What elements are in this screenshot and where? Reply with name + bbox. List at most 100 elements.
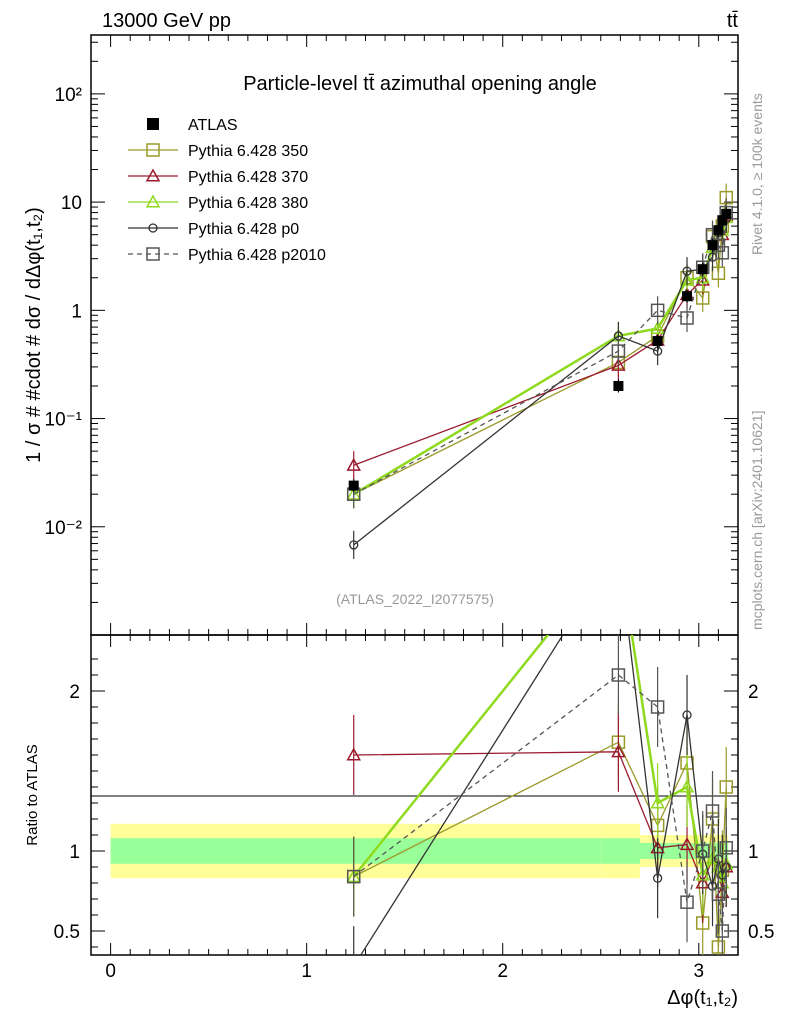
- data-point: [697, 264, 708, 275]
- data-point: [679, 837, 695, 851]
- data-point: [346, 747, 361, 761]
- data-point: [695, 844, 710, 858]
- legend-entry: Pythia 6.428 380: [128, 194, 308, 212]
- data-point: [350, 962, 358, 970]
- analysis-watermark: (ATLAS_2022_I2077575): [336, 591, 494, 607]
- data-point: [715, 246, 730, 260]
- data-point: [147, 118, 159, 130]
- data-point: [650, 320, 665, 335]
- data-point: [146, 143, 160, 157]
- ratio-y-tick-label-right: 0.5: [748, 922, 774, 943]
- data-point: [650, 303, 665, 318]
- data-point: [682, 291, 693, 302]
- top-series-group: [346, 183, 734, 560]
- chart-title: Particle-level tt̄ azimuthal opening ang…: [243, 73, 597, 95]
- data-point: [719, 780, 733, 794]
- ratio-y-tick-label: 2: [69, 682, 80, 703]
- series-1: [346, 201, 734, 480]
- data-point: [348, 480, 359, 491]
- legend: ATLAS Pythia 6.428 350 Pythia 6.428 370 Pyt…: [128, 117, 326, 264]
- data-point: [711, 887, 726, 901]
- uncertainty-bands: [110, 823, 729, 879]
- ratio-series-3: [350, 543, 731, 970]
- legend-entry: Pythia 6.428 p2010: [128, 247, 326, 264]
- legend-entry: ATLAS: [147, 117, 238, 134]
- legend-entry: Pythia 6.428 350: [128, 143, 308, 160]
- ratio-panel: [90, 634, 739, 956]
- data-point: [679, 779, 695, 793]
- data-point: [717, 215, 728, 226]
- data-point: [711, 266, 726, 281]
- energy-label: 13000 GeV pp: [102, 10, 231, 32]
- data-point: [611, 744, 626, 758]
- series-line: [353, 197, 727, 495]
- series-line: [353, 217, 728, 496]
- data-point: [613, 380, 624, 391]
- data-point: [652, 873, 663, 883]
- legend-label: Pythia 6.428 370: [188, 169, 308, 186]
- data-point: [715, 924, 730, 938]
- series-line: [353, 215, 727, 466]
- ratio-y-tick-label: 1: [69, 842, 80, 863]
- y-tick-label: 10: [61, 193, 82, 214]
- legend-label: Pythia 6.428 380: [188, 195, 308, 212]
- data-point: [705, 804, 720, 818]
- legend-label: Pythia 6.428 p0: [188, 221, 299, 238]
- data-point: [146, 247, 160, 261]
- data-point: [711, 940, 726, 954]
- x-tick-label: 0: [105, 961, 116, 982]
- data-point: [650, 700, 665, 714]
- data-point: [614, 543, 622, 551]
- data-point: [682, 266, 692, 276]
- mcplots-label: mcplots.cern.ch [arXiv:2401.10621]: [749, 411, 765, 630]
- data-point: [719, 841, 733, 855]
- series-4: [346, 198, 733, 509]
- data-point: [612, 541, 624, 552]
- series-0: [346, 183, 733, 509]
- data-point: [145, 194, 161, 208]
- y-tick-label: 10⁻¹: [45, 410, 83, 431]
- y-tick-label: 10²: [55, 85, 82, 106]
- data-point: [713, 225, 724, 236]
- ratio-line: [360, 635, 727, 955]
- data-point: [148, 223, 158, 233]
- data-point: [346, 869, 361, 884]
- y-tick-label: 1: [71, 301, 82, 322]
- series-2: [346, 203, 734, 509]
- y-axis-label: 1 / σ # #cdot # dσ / dΔφ(t₁,t₂): [23, 207, 45, 463]
- ratio-series-group: [346, 541, 734, 970]
- ratio-y-axis-label: Ratio to ATLAS: [24, 744, 41, 845]
- legend-label: ATLAS: [188, 117, 238, 134]
- ratio-line: [353, 674, 727, 932]
- x-tick-label: 1: [301, 961, 312, 982]
- ratio-y-tick-label: 0.5: [54, 922, 80, 943]
- data-point: [346, 457, 361, 471]
- x-tick-label: 3: [693, 961, 704, 982]
- x-tick-label: 2: [497, 961, 508, 982]
- data-point: [349, 540, 359, 550]
- data-point: [611, 344, 626, 358]
- data-point: [680, 895, 694, 909]
- data-point: [650, 795, 665, 809]
- legend-label: Pythia 6.428 p2010: [188, 247, 326, 264]
- y-tick-label: 10⁻²: [45, 518, 83, 539]
- data-point: [611, 668, 626, 682]
- series-line: [353, 212, 727, 495]
- reference-series: [348, 207, 732, 493]
- legend-entry: Pythia 6.428 370: [128, 168, 308, 186]
- rivet-label: Rivet 4.1.0, ≥ 100k events: [749, 93, 765, 255]
- inner-band: [110, 838, 601, 864]
- axes: 0 1 2 3 10⁻² 10⁻¹ 1 10 10² 0.5 0.5 1 1 2 2: [45, 35, 774, 982]
- inner-band: [600, 838, 640, 864]
- data-point: [721, 208, 732, 219]
- data-point: [611, 357, 626, 371]
- legend-entry: Pythia 6.428 p0: [128, 221, 299, 238]
- ratio-y-tick-label-right: 2: [748, 682, 759, 703]
- data-point: [707, 240, 718, 251]
- ratio-series-4: [346, 635, 733, 955]
- x-axis-label: Δφ(t₁,t₂): [667, 987, 738, 1009]
- legend-label: Pythia 6.428 350: [188, 143, 308, 160]
- process-label: tt̄: [727, 10, 739, 32]
- data-point: [682, 710, 692, 720]
